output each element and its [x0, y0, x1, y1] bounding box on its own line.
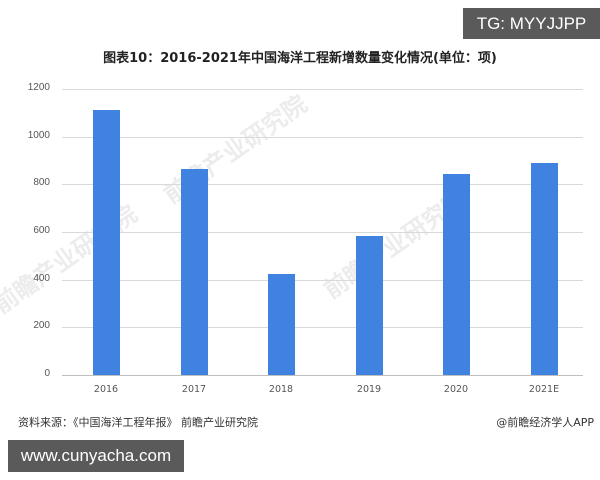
y-tick-label: 1000: [27, 130, 50, 141]
bar-2019: [356, 235, 383, 375]
x-tick-label: 2019: [356, 384, 382, 395]
watermark: 前瞻产业研究院: [158, 89, 313, 210]
site-badge: www.cunyacha.com: [8, 440, 184, 472]
chart-title: 图表10：2016-2021年中国海洋工程新增数量变化情况(单位：项): [103, 51, 497, 66]
y-tick-label: 800: [33, 177, 50, 188]
bar-2021E: [531, 163, 558, 375]
x-axis-line: [62, 375, 583, 376]
y-tick-label: 200: [33, 320, 50, 331]
x-tick-label: 2016: [93, 384, 119, 395]
bar-2017: [181, 168, 208, 375]
y-tick-label: 600: [33, 225, 50, 236]
y-tick-label: 1200: [27, 82, 50, 93]
x-tick-label: 2017: [181, 384, 207, 395]
watermark: 前瞻产业研究院: [0, 199, 143, 320]
gridline: [62, 184, 583, 185]
credit-note: @前瞻经济学人APP: [496, 416, 594, 429]
y-tick-label: 400: [33, 273, 50, 284]
x-tick-label: 2018: [268, 384, 294, 395]
gridline: [62, 89, 583, 90]
gridline: [62, 327, 583, 328]
bar-2020: [443, 173, 470, 375]
x-tick-label: 2020: [443, 384, 469, 395]
tg-badge: TG: MYYJJPP: [463, 8, 600, 39]
y-tick-label: 0: [44, 368, 50, 379]
gridline: [62, 280, 583, 281]
bar-2018: [268, 274, 295, 375]
gridline: [62, 137, 583, 138]
source-note: 资料来源：《中国海洋工程年报》 前瞻产业研究院: [18, 416, 258, 429]
x-tick-label: 2021E: [528, 384, 560, 395]
gridline: [62, 232, 583, 233]
bar-2016: [93, 109, 120, 375]
